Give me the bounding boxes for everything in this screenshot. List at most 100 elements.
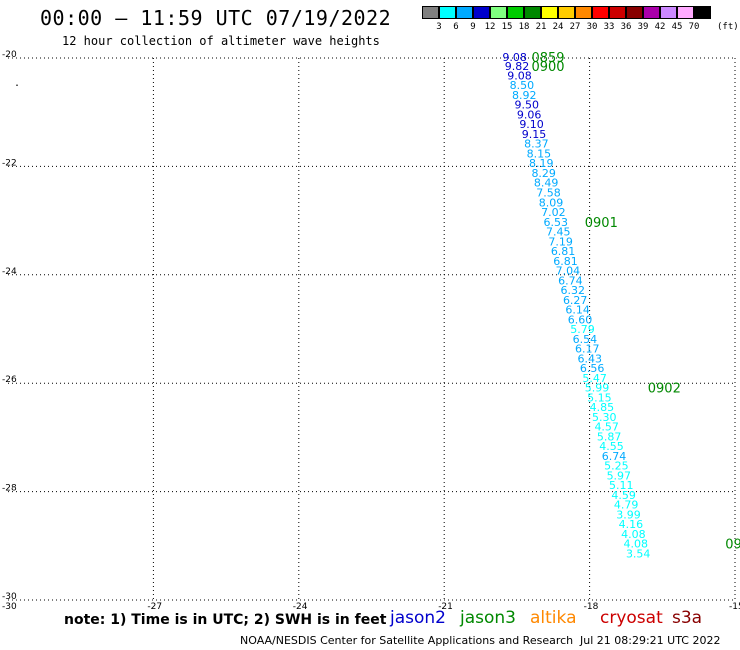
- legend-swatch: [473, 6, 490, 19]
- swh-value: 4.79: [614, 499, 639, 512]
- swh-value: 4.85: [590, 401, 615, 414]
- time-label: 09: [725, 538, 740, 553]
- legend-swatch: [677, 6, 694, 19]
- legend-label: 9: [470, 22, 476, 32]
- swh-value: 9.50: [514, 99, 539, 112]
- legend-swatch: [694, 6, 711, 19]
- lat-tick-label: -30: [2, 592, 17, 602]
- swh-value: 3.54: [626, 547, 651, 560]
- swh-value: 8.37: [524, 138, 549, 151]
- swh-value: 8.49: [534, 177, 559, 190]
- swh-value: 6.43: [577, 352, 602, 365]
- legend-label: 45: [671, 22, 683, 32]
- legend-label: 3: [436, 22, 442, 32]
- legend-swatch: [660, 6, 677, 19]
- legend-label: 21: [535, 22, 547, 32]
- swh-value: 8.15: [527, 147, 552, 160]
- lon-tick-label: -21: [438, 602, 453, 612]
- swh-value: 7.19: [548, 235, 573, 248]
- swh-value: 4.08: [624, 538, 649, 551]
- legend-label: 33: [603, 22, 615, 32]
- lat-tick-label: -20: [2, 50, 17, 60]
- swh-value: 8.09: [539, 196, 564, 209]
- footer-note: note: 1) Time is in UTC; 2) SWH is in fe…: [64, 612, 387, 628]
- swh-value: 5.15: [587, 391, 612, 404]
- time-label: 0902: [648, 382, 681, 397]
- legend-swatch: [507, 6, 524, 19]
- legend-swatch: [592, 6, 609, 19]
- page-title: 00:00 – 11:59 UTC 07/19/2022: [40, 6, 392, 30]
- swh-value: 5.47: [582, 372, 607, 385]
- lon-tick-label: -24: [293, 602, 308, 612]
- swh-value: 6.53: [544, 216, 569, 229]
- lat-tick-label: -28: [2, 484, 17, 494]
- swh-value: 9.10: [519, 118, 544, 131]
- legend-label: 24: [552, 22, 564, 32]
- legend-label: 36: [620, 22, 632, 32]
- page-subtitle: 12 hour collection of altimeter wave hei…: [62, 34, 380, 48]
- swh-value: 5.11: [609, 479, 634, 492]
- swh-value: 6.81: [553, 255, 578, 268]
- swh-value: 6.74: [558, 274, 583, 287]
- swh-value: 7.45: [546, 226, 571, 239]
- legend-swatch: [558, 6, 575, 19]
- swh-value: 8.92: [512, 89, 537, 102]
- swh-value: 4.55: [599, 440, 624, 453]
- swh-value: 5.97: [607, 469, 632, 482]
- credit-line: NOAA/NESDIS Center for Satellite Applica…: [240, 634, 574, 647]
- swh-value: 5.30: [592, 411, 617, 424]
- swh-value: 4.08: [621, 528, 646, 541]
- swh-value: 6.54: [573, 333, 598, 346]
- swh-value: 9.06: [517, 108, 542, 121]
- swh-value: 6.27: [563, 294, 588, 307]
- legend-swatch: [490, 6, 507, 19]
- legend-swatch: [626, 6, 643, 19]
- lon-tick-label: -30: [2, 602, 17, 612]
- legend-label: 12: [484, 22, 496, 32]
- legend-label: 39: [637, 22, 649, 32]
- lon-tick-label: -27: [147, 602, 162, 612]
- satellite-altika: altika: [530, 608, 577, 628]
- legend-swatch: [609, 6, 626, 19]
- swh-value: 6.74: [602, 450, 627, 463]
- map-dot: .: [14, 78, 20, 89]
- swh-value: 6.17: [575, 343, 600, 356]
- legend-swatch: [643, 6, 660, 19]
- time-label: 0901: [585, 216, 618, 231]
- lat-tick-label: -26: [2, 375, 17, 385]
- swh-value: 8.29: [531, 167, 556, 180]
- swh-value: 8.50: [510, 79, 535, 92]
- swh-value: 6.81: [551, 245, 576, 258]
- legend-swatch: [541, 6, 558, 19]
- lon-tick-label: -18: [584, 602, 599, 612]
- satellite-cryosat: cryosat: [600, 608, 663, 628]
- legend-swatch: [575, 6, 592, 19]
- swh-value: 5.99: [585, 382, 610, 395]
- satellite-jason2: jason2: [390, 608, 446, 628]
- time-label: 0859: [531, 51, 564, 66]
- swh-value: 4.16: [619, 518, 644, 531]
- legend-label: 42: [654, 22, 666, 32]
- satellite-s3a: s3a: [672, 608, 703, 628]
- swh-value: 7.58: [536, 187, 561, 200]
- swh-value: 4.59: [611, 489, 636, 502]
- swh-value: 9.15: [522, 128, 547, 141]
- swh-value: 9.82: [505, 60, 530, 73]
- swh-value: 6.32: [561, 284, 586, 297]
- swh-value: 9.08: [502, 51, 527, 64]
- legend-label: 18: [518, 22, 530, 32]
- swh-value: 5.79: [570, 323, 595, 336]
- swh-value: 8.19: [529, 157, 554, 170]
- legend-label: 27: [569, 22, 581, 32]
- legend-swatch: [422, 6, 439, 19]
- legend-label: 30: [586, 22, 598, 32]
- legend-swatch: [439, 6, 456, 19]
- swh-value: 7.04: [556, 265, 581, 278]
- lat-tick-label: -22: [2, 158, 17, 168]
- lon-tick-label: -15: [729, 602, 740, 612]
- legend-unit: (ft): [717, 22, 739, 32]
- swh-value: 7.02: [541, 206, 566, 219]
- swh-value: 6.14: [565, 304, 590, 317]
- legend-label: 6: [453, 22, 459, 32]
